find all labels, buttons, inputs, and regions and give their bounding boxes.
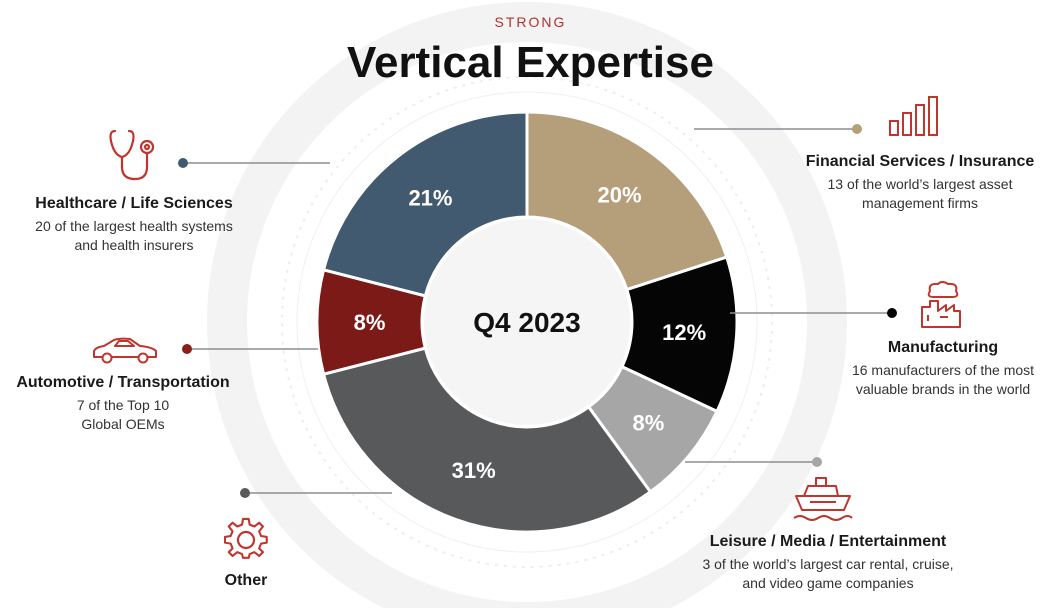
slice-label-financial: 20% (598, 183, 642, 208)
factory-icon (921, 281, 961, 328)
desc-line: 7 of the Top 10 (76, 397, 170, 413)
connector-other (240, 488, 392, 498)
desc-line: and health insurers (74, 237, 194, 253)
car-icon (93, 337, 157, 364)
kicker-label: STRONG (494, 14, 567, 30)
slice-label-manufacturing: 12% (662, 320, 706, 345)
connector-automotive (182, 344, 318, 354)
segment-manufacturing-name: Manufacturing (887, 339, 999, 356)
stethoscope-icon (109, 129, 155, 181)
slice-label-leisure: 8% (632, 410, 664, 435)
slice-label-automotive: 8% (354, 310, 386, 335)
desc-line: management firms (862, 195, 978, 211)
gear-icon (224, 517, 268, 559)
connector-manufacturing (730, 308, 897, 318)
center-label: Q4 2023 (473, 307, 580, 338)
segment-automotive-desc: 7 of the Top 10 Global OEMs (0, 396, 246, 434)
desc-line: 3 of the world’s largest car rental, cru… (702, 556, 954, 572)
donut-center-disc (424, 219, 630, 425)
segment-financial-name: Financial Services / Insurance (805, 153, 1035, 170)
segment-financial: Financial Services / Insurance 13 of the… (780, 153, 1060, 213)
segment-other-name: Other (224, 572, 268, 589)
slice-other (321, 346, 653, 534)
connector-financial (694, 124, 862, 134)
slice-financial (525, 110, 729, 292)
segment-automotive-name: Automotive / Transportation (16, 374, 230, 391)
segment-automotive: Automotive / Transportation 7 of the Top… (0, 374, 246, 434)
segment-other: Other (196, 572, 296, 590)
connector-leisure (685, 457, 822, 467)
segment-healthcare: Healthcare / Life Sciences 20 of the lar… (0, 195, 268, 255)
segment-manufacturing-desc: 16 manufacturers of the most valuable br… (816, 361, 1061, 399)
slice-label-healthcare: 21% (408, 186, 452, 211)
desc-line: 13 of the world’s largest asset (827, 176, 1013, 192)
segment-leisure: Leisure / Media / Entertainment 3 of the… (668, 533, 988, 593)
desc-line: 20 of the largest health systems (35, 218, 233, 234)
slice-healthcare (321, 110, 529, 298)
bar-chart-icon (889, 96, 938, 136)
ship-icon (793, 477, 853, 521)
segment-healthcare-desc: 20 of the largest health systems and hea… (0, 217, 268, 255)
segment-leisure-desc: 3 of the world’s largest car rental, cru… (668, 555, 988, 593)
connector-healthcare (178, 158, 330, 168)
segment-financial-desc: 13 of the world’s largest asset manageme… (780, 175, 1060, 213)
page-title: Vertical Expertise (347, 38, 714, 87)
desc-line: valuable brands in the world (855, 381, 1031, 397)
desc-line: Global OEMs (81, 416, 165, 432)
segment-healthcare-name: Healthcare / Life Sciences (35, 195, 233, 212)
slice-label-other: 31% (452, 458, 496, 483)
desc-line: 16 manufacturers of the most (851, 362, 1035, 378)
desc-line: and video game companies (742, 575, 914, 591)
segment-manufacturing: Manufacturing 16 manufacturers of the mo… (816, 339, 1061, 399)
segment-leisure-name: Leisure / Media / Entertainment (709, 533, 947, 550)
